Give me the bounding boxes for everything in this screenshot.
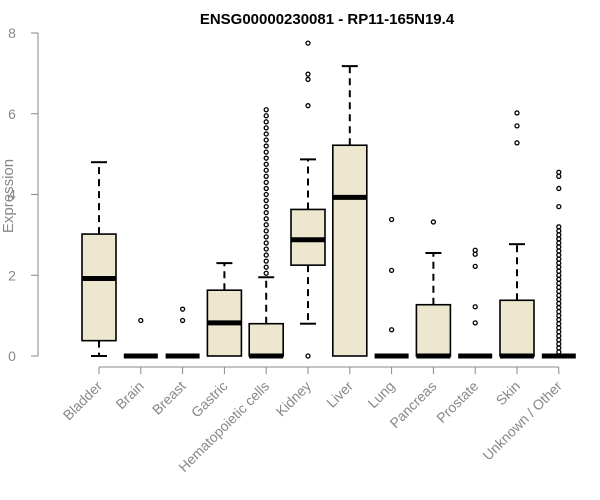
x-tick-label: Lung xyxy=(364,378,397,411)
y-tick-label: 0 xyxy=(8,348,16,364)
outlier-point xyxy=(514,110,520,116)
outlier-point xyxy=(305,76,311,83)
outlier-point xyxy=(514,140,520,146)
outlier-point xyxy=(430,219,437,225)
y-tick-label: 4 xyxy=(8,187,16,203)
box-prostate xyxy=(458,247,493,359)
outlier-point xyxy=(263,107,269,113)
outlier-point xyxy=(514,123,520,129)
outlier-point xyxy=(263,210,269,216)
box-breast xyxy=(165,306,200,359)
box-bladder xyxy=(81,161,117,357)
outlier-point xyxy=(179,317,186,324)
outlier-point xyxy=(263,167,269,173)
box-skin xyxy=(499,110,535,359)
x-tick-label: Unknown / Other xyxy=(479,378,565,464)
outlier-point xyxy=(263,216,269,222)
x-tick-label: Kidney xyxy=(273,378,315,420)
outlier-point xyxy=(263,197,269,204)
box-pancreas xyxy=(415,219,452,359)
outlier-point xyxy=(388,216,395,223)
outlier-point xyxy=(263,179,269,186)
y-tick-label: 8 xyxy=(8,25,16,41)
boxes-group xyxy=(81,40,576,359)
x-tick-label: Liver xyxy=(323,378,356,411)
outlier-point xyxy=(263,137,269,143)
x-tick-label: Bladder xyxy=(60,378,106,424)
outlier-point xyxy=(263,161,269,167)
x-tick-label: Prostate xyxy=(433,378,481,426)
outlier-point xyxy=(388,267,395,274)
outlier-point xyxy=(305,71,311,77)
x-tick-label: Brain xyxy=(112,378,146,412)
box-unknown-other xyxy=(541,169,576,359)
iqr-box xyxy=(499,299,535,357)
outlier-point xyxy=(556,169,562,175)
outlier-point xyxy=(263,143,269,149)
outlier-point xyxy=(472,247,478,253)
outlier-point xyxy=(263,240,269,246)
outlier-point xyxy=(138,317,144,324)
outlier-point xyxy=(263,246,269,252)
y-axis-label: Expression xyxy=(0,159,17,233)
box-hematopoietic-cells xyxy=(248,107,284,359)
box-liver xyxy=(331,65,368,357)
outlier-point xyxy=(263,113,269,119)
y-tick-label: 2 xyxy=(8,267,16,283)
box-gastric xyxy=(206,262,243,357)
outlier-point xyxy=(263,131,269,137)
outlier-point xyxy=(263,191,269,198)
outlier-point xyxy=(305,40,311,46)
y-axis: 0 2 4 6 8 xyxy=(8,25,39,364)
box-brain xyxy=(123,317,158,359)
outlier-point xyxy=(388,327,395,333)
outlier-point xyxy=(263,222,269,228)
chart-title: ENSG00000230081 - RP11-165N19.4 xyxy=(200,11,455,28)
outlier-point xyxy=(263,258,269,264)
outlier-point xyxy=(472,304,478,310)
outlier-point xyxy=(556,224,562,230)
outlier-point xyxy=(263,228,269,234)
x-tick-label: Breast xyxy=(149,378,189,418)
box-lung xyxy=(374,216,409,359)
x-tick-label: Skin xyxy=(493,378,524,409)
outlier-point xyxy=(263,185,269,192)
iqr-box xyxy=(331,144,368,357)
outlier-point xyxy=(263,252,269,258)
outlier-point xyxy=(263,125,269,131)
outlier-point xyxy=(263,264,269,270)
iqr-box xyxy=(415,303,452,357)
outlier-point xyxy=(472,263,478,270)
iqr-box xyxy=(81,233,117,342)
box-kidney xyxy=(290,40,326,359)
outlier-point xyxy=(263,234,269,240)
outlier-point xyxy=(263,270,269,276)
outlier-point xyxy=(179,306,186,312)
outlier-point xyxy=(263,173,269,179)
outlier-point xyxy=(305,353,311,359)
outlier-point xyxy=(556,185,562,192)
outlier-point xyxy=(472,320,478,326)
outlier-point xyxy=(263,149,269,155)
outlier-point xyxy=(263,119,269,125)
iqr-box xyxy=(248,322,284,357)
y-tick-label: 6 xyxy=(8,106,16,122)
outlier-point xyxy=(263,203,269,210)
outlier-point xyxy=(263,155,269,161)
outlier-point xyxy=(556,203,562,210)
outlier-point xyxy=(305,103,311,109)
